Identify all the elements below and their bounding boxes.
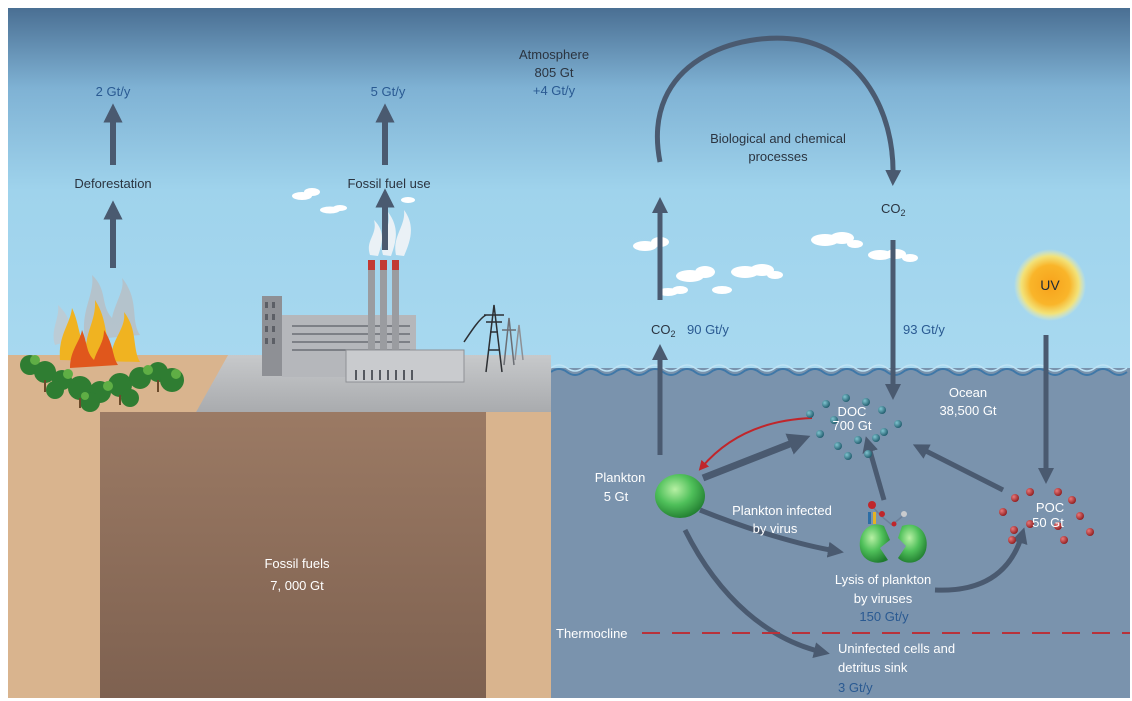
co2-top-label: CO2 bbox=[881, 201, 906, 218]
fossil-fuel-deposit bbox=[100, 412, 486, 698]
ocean-cycle-arrows bbox=[651, 35, 1055, 658]
sink-line1: Uninfected cells and bbox=[838, 641, 956, 656]
plankton-amount: 5 Gt bbox=[603, 489, 629, 504]
doc-label: DOC bbox=[837, 404, 867, 419]
deforestation-label: Deforestation bbox=[74, 176, 152, 191]
ocean-amount: 38,500 Gt bbox=[939, 403, 997, 418]
emission-arrows bbox=[103, 103, 395, 268]
release-rate: 93 Gt/y bbox=[903, 322, 945, 337]
virus-infection-arrow bbox=[698, 417, 813, 471]
doc-particles bbox=[806, 394, 902, 460]
atmosphere-amount: 805 Gt bbox=[534, 65, 574, 80]
deforestation-rate: 2 Gt/y bbox=[95, 84, 131, 99]
sky bbox=[8, 8, 1130, 373]
doc-amount: 700 Gt bbox=[832, 418, 872, 433]
infected-line1: Plankton infected bbox=[732, 503, 832, 518]
sink-line2: detritus sink bbox=[838, 660, 908, 675]
bio-chem-line2: processes bbox=[748, 149, 808, 164]
infected-line2: by virus bbox=[752, 521, 798, 536]
atmosphere-change: +4 Gt/y bbox=[532, 83, 576, 98]
lysed-plankton-cell bbox=[859, 501, 927, 563]
ocean-waves bbox=[550, 368, 1128, 376]
forest-fire-illustration bbox=[20, 275, 184, 412]
plankton-cell bbox=[655, 474, 705, 518]
poc-amount: 50 Gt bbox=[1032, 515, 1064, 530]
thermocline-label: Thermocline bbox=[556, 626, 628, 641]
poc-particles bbox=[999, 488, 1094, 544]
atmosphere-title: Atmosphere bbox=[518, 47, 590, 62]
uptake-rate: 90 Gt/y bbox=[687, 322, 729, 337]
fossil-fuels-amount: 7, 000 Gt bbox=[270, 578, 324, 593]
uv-label: UV bbox=[1040, 277, 1060, 293]
sun-icon bbox=[1014, 249, 1086, 321]
co2-left-label: CO2 bbox=[651, 322, 676, 339]
ocean-label: Ocean bbox=[948, 385, 988, 400]
lysis-rate: 150 Gt/y bbox=[859, 609, 909, 624]
poc-label: POC bbox=[1035, 500, 1065, 515]
plankton-label: Plankton bbox=[594, 470, 646, 485]
fossil-use-rate: 5 Gt/y bbox=[370, 84, 406, 99]
sink-rate: 3 Gt/y bbox=[838, 680, 873, 695]
lysis-line1: Lysis of plankton bbox=[834, 572, 932, 587]
lysis-line2: by viruses bbox=[853, 591, 913, 606]
fossil-use-label: Fossil fuel use bbox=[347, 176, 431, 191]
bio-chem-line1: Biological and chemical bbox=[710, 131, 846, 146]
power-plant-illustration bbox=[262, 210, 524, 383]
fossil-fuels-label: Fossil fuels bbox=[264, 556, 330, 571]
ocean-body bbox=[551, 368, 1130, 698]
